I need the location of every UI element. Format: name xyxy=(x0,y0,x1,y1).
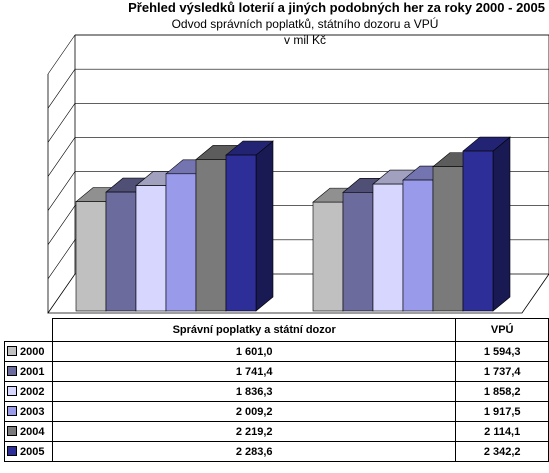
data-table: Správní poplatky a státní dozor VPÚ 2000… xyxy=(4,318,549,462)
bar xyxy=(225,154,257,312)
table-cell-value: 2 114,1 xyxy=(455,421,549,442)
legend-swatch xyxy=(7,385,17,396)
bar-side xyxy=(255,140,274,312)
legend-label: 2002 xyxy=(20,385,45,398)
table-cell-value: 1 858,2 xyxy=(455,381,549,402)
chart-unit-label: v mil Kč xyxy=(284,33,326,47)
legend-swatch xyxy=(7,345,17,356)
chart-title: Přehled výsledků loterií a jiných podobn… xyxy=(128,0,545,15)
bar xyxy=(342,192,374,312)
legend-label: 2003 xyxy=(20,405,45,418)
legend-swatch xyxy=(7,365,17,376)
bar xyxy=(372,183,404,312)
gridline xyxy=(47,102,549,143)
legend-label: 2000 xyxy=(20,345,45,358)
table-header-row: Správní poplatky a státní dozor VPÚ xyxy=(4,318,549,342)
table-cell-value: 2 342,2 xyxy=(455,441,549,462)
legend-key: 2000 xyxy=(4,341,53,362)
table-cell-value: 1 741,4 xyxy=(51,361,457,382)
gridline xyxy=(47,34,549,75)
bar xyxy=(195,159,227,312)
chart-plot xyxy=(47,34,549,314)
table-row: 2001 1 741,4 1 737,4 xyxy=(4,361,549,382)
legend-key: 2001 xyxy=(4,361,53,382)
table-cell-value: 1 836,3 xyxy=(51,381,457,402)
gridline xyxy=(47,68,549,109)
bar xyxy=(75,201,107,312)
table-cell-value: 1 917,5 xyxy=(455,401,549,422)
table-cell-value: 2 283,6 xyxy=(51,441,457,462)
table-cell-value: 2 009,2 xyxy=(51,401,457,422)
bar-side xyxy=(492,136,511,312)
legend-key: 2005 xyxy=(4,441,53,462)
table-column-header: Správní poplatky a státní dozor xyxy=(51,318,457,342)
legend-key: 2004 xyxy=(4,421,53,442)
table-row: 2000 1 601,0 1 594,3 xyxy=(4,341,549,362)
table-cell-value: 1 594,3 xyxy=(455,341,549,362)
table-row: 2003 2 009,2 1 917,5 xyxy=(4,401,549,422)
bar xyxy=(462,150,494,312)
legend-key: 2003 xyxy=(4,401,53,422)
table-cell-value: 2 219,2 xyxy=(51,421,457,442)
bar xyxy=(432,166,464,312)
table-row: 2004 2 219,2 2 114,1 xyxy=(4,421,549,442)
legend-label: 2005 xyxy=(20,445,45,458)
table-row: 2005 2 283,6 2 342,2 xyxy=(4,441,549,462)
legend-swatch xyxy=(7,425,17,436)
table-row: 2002 1 836,3 1 858,2 xyxy=(4,381,549,402)
bar xyxy=(402,179,434,312)
table-column-header: VPÚ xyxy=(455,318,549,342)
legend-label: 2001 xyxy=(20,365,45,378)
bar xyxy=(165,173,197,312)
bar xyxy=(312,201,344,312)
bar xyxy=(105,191,137,312)
table-cell-value: 1 737,4 xyxy=(455,361,549,382)
legend-swatch xyxy=(7,445,17,456)
legend-swatch xyxy=(7,405,17,416)
legend-key: 2002 xyxy=(4,381,53,402)
legend-label: 2004 xyxy=(20,425,45,438)
chart-subtitle: Odvod správních poplatků, státního dozor… xyxy=(171,17,439,31)
bar xyxy=(135,185,167,312)
gridline xyxy=(47,137,549,177)
table-cell-value: 1 601,0 xyxy=(51,341,457,362)
